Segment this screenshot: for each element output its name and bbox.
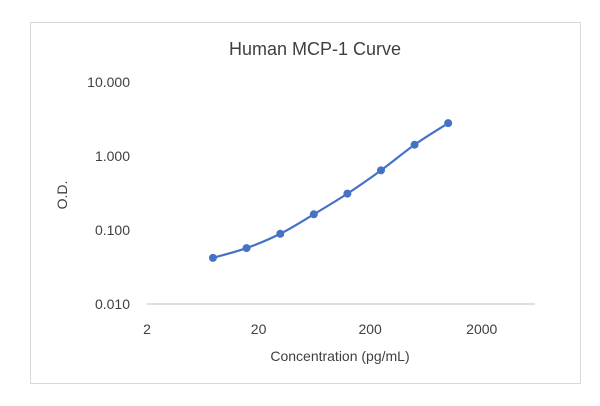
x-tick-label: 2000 bbox=[466, 321, 497, 337]
data-point bbox=[444, 119, 453, 128]
y-axis-label: O.D. bbox=[54, 181, 70, 210]
y-tick-label: 1.000 bbox=[95, 148, 130, 164]
x-tick-label: 2 bbox=[143, 321, 151, 337]
x-axis-label: Concentration (pg/mL) bbox=[270, 348, 409, 364]
data-point bbox=[343, 189, 352, 198]
x-tick-label: 200 bbox=[358, 321, 382, 337]
y-tick-label: 0.100 bbox=[95, 222, 130, 238]
y-tick-label: 0.010 bbox=[95, 296, 130, 312]
data-point bbox=[208, 253, 217, 262]
y-tick-label: 10.000 bbox=[87, 74, 130, 90]
chart-frame bbox=[30, 22, 581, 384]
y-tick-labels: 0.010 0.100 1.000 10.000 bbox=[87, 74, 130, 312]
data-point bbox=[276, 229, 285, 238]
data-point bbox=[410, 140, 419, 149]
data-point bbox=[376, 166, 385, 175]
data-point bbox=[309, 210, 318, 219]
x-tick-labels: 2 20 200 2000 bbox=[143, 321, 497, 337]
chart-title: Human MCP-1 Curve bbox=[229, 39, 401, 59]
x-tick-label: 20 bbox=[251, 321, 267, 337]
data-point bbox=[242, 244, 251, 253]
series-group bbox=[208, 119, 453, 262]
